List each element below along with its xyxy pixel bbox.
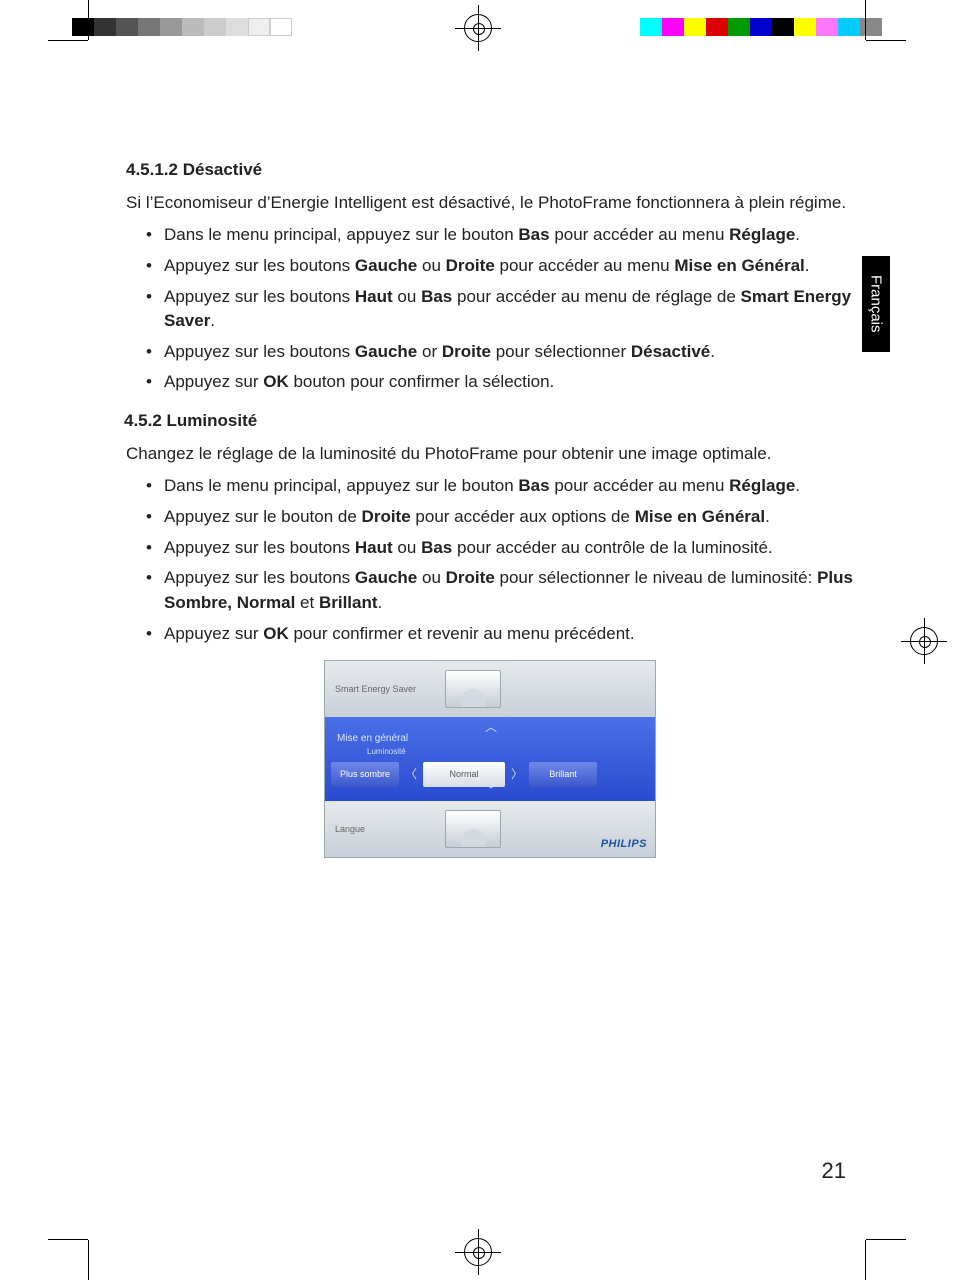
brand-logo: PHILIPS (601, 837, 647, 853)
device-thumb-icon (445, 670, 501, 708)
reg-bar-left (72, 18, 292, 36)
chevron-up-icon: ︿ (485, 719, 497, 736)
crop-mark (48, 1239, 88, 1240)
paragraph: Si l’Economiseur d’Energie Intelligent e… (126, 191, 854, 216)
list-item: Appuyez sur OK pour confirmer et revenir… (164, 622, 854, 647)
heading-452: 4.5.2 Luminosité (124, 411, 257, 430)
list-item: Appuyez sur les boutons Gauche or Droite… (164, 340, 854, 365)
reg-target-icon (464, 1238, 492, 1266)
language-tab: Français (862, 256, 890, 352)
crop-mark (866, 40, 906, 41)
device-section-sub: Luminosité (325, 746, 406, 762)
crop-mark (865, 1240, 866, 1280)
list-item: Appuyez sur les boutons Gauche ou Droite… (164, 566, 854, 615)
crop-mark (865, 0, 866, 40)
bullet-list: Dans le menu principal, appuyez sur le b… (126, 474, 854, 646)
device-row-selected: ︿ Mise en général Luminosité Plus sombre… (325, 717, 655, 801)
device-row-top: Smart Energy Saver (325, 661, 655, 717)
list-item: Dans le menu principal, appuyez sur le b… (164, 223, 854, 248)
list-item: Dans le menu principal, appuyez sur le b… (164, 474, 854, 499)
crop-mark (88, 0, 89, 40)
page-number: 21 (822, 1158, 846, 1184)
list-item: Appuyez sur les boutons Haut ou Bas pour… (164, 285, 854, 334)
manual-page: Français 4.5.1.2 Désactivé Si l’Economis… (0, 0, 954, 1280)
device-menu-label: Smart Energy Saver (325, 683, 445, 696)
paragraph: Changez le réglage de la luminosité du P… (126, 442, 854, 467)
list-item: Appuyez sur OK bouton pour confirmer la … (164, 370, 854, 395)
reg-bar-right (640, 18, 882, 36)
chevron-left-icon: 〈 (405, 766, 417, 783)
list-item: Appuyez sur les boutons Gauche ou Droite… (164, 254, 854, 279)
reg-target-icon (464, 14, 492, 42)
reg-target-icon (910, 627, 938, 655)
list-item: Appuyez sur les boutons Haut ou Bas pour… (164, 536, 854, 561)
device-option: Plus sombre (331, 762, 399, 787)
crop-mark (48, 40, 88, 41)
chevron-right-icon: 〉 (511, 766, 523, 783)
heading-4512: 4.5.1.2 Désactivé (126, 160, 262, 179)
crop-mark (88, 1240, 89, 1280)
device-section-title: Mise en général (325, 728, 408, 747)
bullet-list: Dans le menu principal, appuyez sur le b… (126, 223, 854, 395)
device-menu-label: Langue (325, 823, 445, 836)
device-thumb-icon (445, 810, 501, 848)
list-item: Appuyez sur le bouton de Droite pour acc… (164, 505, 854, 530)
chevron-down-icon: ﹀ (485, 782, 497, 799)
crop-mark (866, 1239, 906, 1240)
device-option: Brillant (529, 762, 597, 787)
device-screenshot: Smart Energy Saver ︿ Mise en général Lum… (324, 660, 656, 858)
device-row-bottom: Langue PHILIPS (325, 801, 655, 857)
page-content: 4.5.1.2 Désactivé Si l’Economiseur d’Ene… (126, 150, 854, 858)
